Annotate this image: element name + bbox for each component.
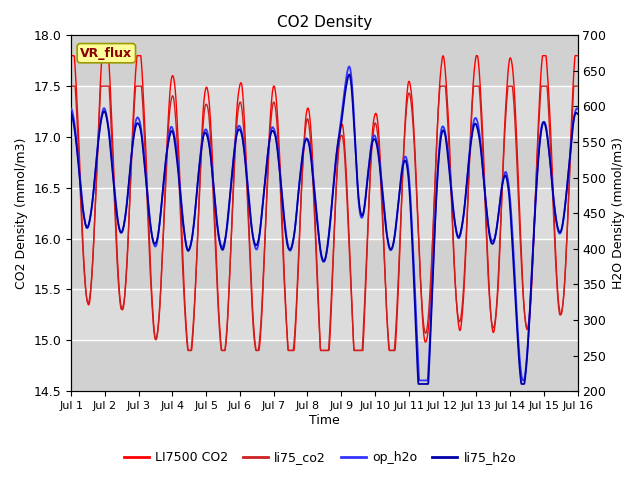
li75_h2o [515,343,522,348]
LI7500 CO2 [514,164,522,170]
li75_h2o [470,125,477,131]
li75_co2 [180,288,188,294]
li75_h2o [403,162,411,168]
li75_co2 [403,101,411,107]
li75_co2 [184,348,192,353]
Title: CO2 Density: CO2 Density [276,15,372,30]
Legend: LI7500 CO2, li75_co2, op_h2o, li75_h2o: LI7500 CO2, li75_co2, op_h2o, li75_h2o [118,446,522,469]
Y-axis label: CO2 Density (mmol/m3): CO2 Density (mmol/m3) [15,138,28,289]
li75_co2 [469,89,477,95]
li75_h2o [67,110,75,116]
Bar [71,239,577,289]
op_h2o [573,106,581,112]
LI7500 CO2 [237,80,244,85]
LI7500 CO2 [67,53,75,59]
li75_co2 [514,180,522,185]
X-axis label: Time: Time [309,414,340,427]
Bar [71,36,577,86]
Line: op_h2o: op_h2o [71,67,577,381]
op_h2o [237,124,244,130]
li75_h2o [237,128,244,133]
li75_h2o [415,381,422,387]
LI7500 CO2 [469,83,477,88]
op_h2o [180,225,188,230]
li75_co2 [168,96,175,101]
op_h2o [168,124,175,130]
li75_co2 [237,100,244,106]
Y-axis label: H2O Density (mmol/m3): H2O Density (mmol/m3) [612,137,625,289]
Line: li75_h2o: li75_h2o [71,74,577,384]
LI7500 CO2 [573,53,581,59]
Line: li75_co2: li75_co2 [71,86,577,350]
op_h2o [403,157,411,163]
Text: VR_flux: VR_flux [80,47,132,60]
op_h2o [515,333,522,339]
op_h2o [470,120,477,126]
LI7500 CO2 [180,278,188,284]
op_h2o [415,378,423,384]
li75_h2o [180,226,188,232]
op_h2o [67,106,75,111]
Bar [71,340,577,391]
li75_h2o [168,128,175,134]
LI7500 CO2 [184,348,192,353]
LI7500 CO2 [403,92,411,98]
li75_co2 [67,83,75,89]
Bar [71,137,577,188]
Line: LI7500 CO2: LI7500 CO2 [71,56,577,350]
li75_h2o [573,111,581,117]
li75_h2o [346,72,353,77]
LI7500 CO2 [168,76,175,82]
op_h2o [346,64,353,70]
li75_co2 [573,83,581,89]
